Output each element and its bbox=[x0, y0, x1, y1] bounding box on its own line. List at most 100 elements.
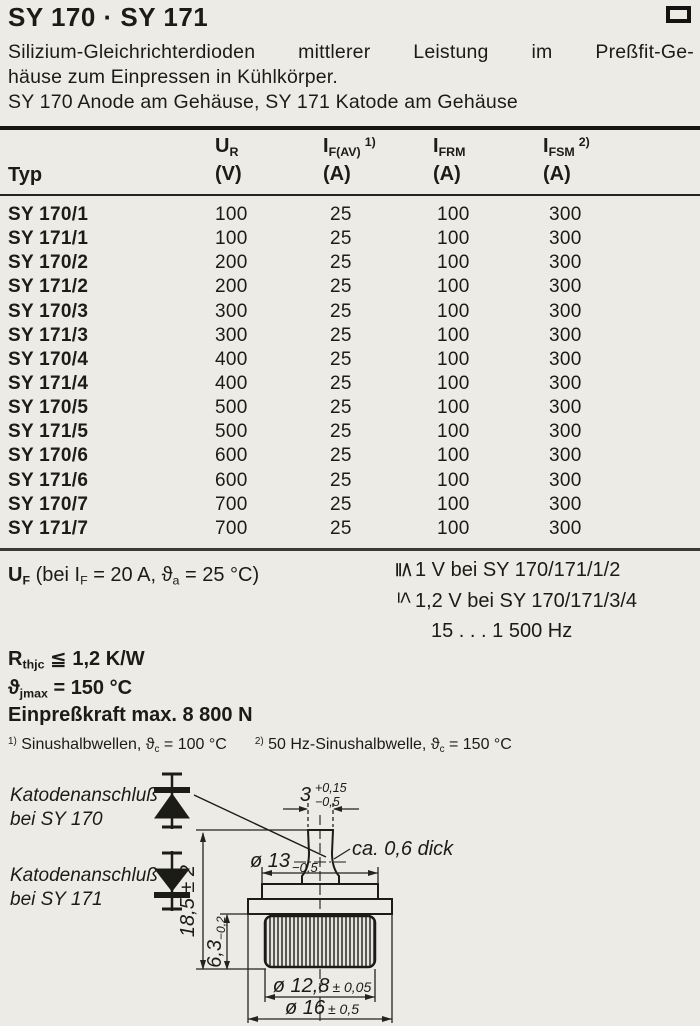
cell-ifrm: 100 bbox=[437, 276, 470, 298]
cell-ifrm: 100 bbox=[437, 324, 470, 346]
dim-flange-diameter: ø 16 ± 0,5 bbox=[285, 997, 359, 1019]
cell-ifrm: 100 bbox=[437, 421, 470, 443]
cell-typ: SY 170/4 bbox=[8, 348, 89, 370]
description-line: SY 170 Anode am Gehäuse, SY 171 Katode a… bbox=[8, 91, 518, 113]
cell-ifsm: 300 bbox=[549, 228, 582, 250]
limit-line: ≦1 V bei SY 170/171/1/2 bbox=[393, 556, 637, 587]
cell-ur: 600 bbox=[215, 469, 248, 491]
cell-ur: 400 bbox=[215, 348, 248, 370]
divider bbox=[0, 548, 700, 551]
table-row: SY 171/4 400 25 100 300 bbox=[0, 372, 700, 396]
cathode-label-sy171: bei SY 171 bbox=[10, 889, 103, 910]
cell-ifav: 25 bbox=[330, 252, 352, 274]
cell-ur: 400 bbox=[215, 373, 248, 395]
cell-typ: SY 170/1 bbox=[8, 204, 89, 226]
cell-typ: SY 171/1 bbox=[8, 228, 89, 250]
cell-ifav: 25 bbox=[330, 397, 352, 419]
dimension-lines bbox=[196, 803, 393, 1023]
cell-ifrm: 100 bbox=[437, 445, 470, 467]
cell-typ: SY 171/3 bbox=[8, 324, 89, 346]
flange bbox=[247, 898, 393, 915]
column-unit: (A) bbox=[543, 162, 571, 185]
cell-ifsm: 300 bbox=[549, 421, 582, 443]
dim-total-height: 18,5 ± 2 bbox=[177, 865, 199, 937]
cell-ifav: 25 bbox=[330, 204, 352, 226]
cathode-label-sy171: Katodenanschluß bbox=[10, 865, 158, 886]
cell-ur: 600 bbox=[215, 445, 248, 467]
cell-ifav: 25 bbox=[330, 324, 352, 346]
cell-ur: 500 bbox=[215, 397, 248, 419]
cell-ifsm: 300 bbox=[549, 204, 582, 226]
footnote-mark: 1) bbox=[8, 736, 17, 748]
press-fit-force-line: Einpreßkraft max. 8 800 N bbox=[8, 704, 253, 726]
cell-typ: SY 170/3 bbox=[8, 300, 89, 322]
column-header-ifav: IF(AV)1) (A) bbox=[323, 135, 376, 186]
column-symbol: IFRM bbox=[433, 135, 466, 159]
cell-ifav: 25 bbox=[330, 469, 352, 491]
dim-tab-width: 3 bbox=[300, 784, 311, 806]
footnotes: 1) Sinushalbwellen, ϑc = 100 °C 2) 50 Hz-… bbox=[8, 736, 512, 755]
column-unit: (A) bbox=[323, 162, 351, 185]
cell-ifrm: 100 bbox=[437, 397, 470, 419]
table-row: SY 171/1 100 25 100 300 bbox=[0, 227, 700, 251]
divider bbox=[0, 194, 700, 196]
table-row: SY 170/4 400 25 100 300 bbox=[0, 348, 700, 372]
cathode-label-sy170: Katodenanschluß bbox=[10, 785, 158, 806]
ratings-table: SY 170/1 100 25 100 300 SY 171/1 100 25 100 300 SY… bbox=[0, 203, 700, 541]
page-marker-icon bbox=[666, 6, 691, 23]
cell-ur: 100 bbox=[215, 228, 248, 250]
cell-typ: SY 171/5 bbox=[8, 421, 89, 443]
description-line: häuse zum Einpressen in Kühlkörper. bbox=[8, 66, 339, 88]
dim-tab-tol-minus: −0,5 bbox=[315, 795, 340, 809]
package-outline-drawing: Katodenanschluß bei SY 170 Katodenanschl… bbox=[10, 772, 454, 1023]
column-unit: (V) bbox=[215, 162, 242, 185]
table-row: SY 170/3 300 25 100 300 bbox=[0, 300, 700, 324]
column-symbol: UR bbox=[215, 135, 239, 159]
diode-symbol-sy170-icon bbox=[154, 772, 190, 829]
column-symbol: IF(AV)1) bbox=[323, 135, 376, 159]
dim-thickness: ca. 0,6 dick bbox=[352, 838, 454, 860]
cell-ifav: 25 bbox=[330, 300, 352, 322]
column-unit: (A) bbox=[433, 162, 461, 185]
cell-ifsm: 300 bbox=[549, 445, 582, 467]
cell-ur: 500 bbox=[215, 421, 248, 443]
table-header-typ: Typ bbox=[8, 164, 43, 186]
table-row: SY 171/3 300 25 100 300 bbox=[0, 324, 700, 348]
junction-temperature-line: ϑjmax = 150 °C bbox=[8, 677, 133, 701]
diode-symbol-sy171-icon bbox=[153, 851, 191, 911]
dim-knurl-diameter: ø 12,8 ± 0,05 bbox=[273, 975, 372, 997]
column-header-ur: UR (V) bbox=[215, 135, 242, 186]
leader-line bbox=[193, 794, 327, 858]
dim-knurl-height: 6,3−0,2 bbox=[204, 916, 228, 968]
cell-ifsm: 300 bbox=[549, 469, 582, 491]
cell-ifav: 25 bbox=[330, 445, 352, 467]
cell-typ: SY 171/2 bbox=[8, 276, 89, 298]
knurled-body bbox=[263, 914, 377, 969]
forward-voltage-condition: UF (bei IF = 20 A, ϑa = 25 °C) bbox=[8, 564, 260, 588]
description-line: Silizium-Gleichrichterdioden mittlerer L… bbox=[8, 41, 694, 63]
thermal-resistance-line: Rthjc ≦ 1,2 K/W bbox=[8, 648, 145, 672]
cell-ifrm: 100 bbox=[437, 517, 470, 539]
cell-ifav: 25 bbox=[330, 373, 352, 395]
table-row: SY 171/7 700 25 100 300 bbox=[0, 517, 700, 541]
cell-ifsm: 300 bbox=[549, 252, 582, 274]
column-symbol: IFSM2) bbox=[543, 135, 590, 159]
dim-top-diameter: ø 13 −0,5 bbox=[250, 850, 318, 875]
cell-ifsm: 300 bbox=[549, 493, 582, 515]
cell-ifrm: 100 bbox=[437, 228, 470, 250]
table-row: SY 170/7 700 25 100 300 bbox=[0, 493, 700, 517]
table-row: SY 170/2 200 25 100 300 bbox=[0, 251, 700, 275]
column-header-ifrm: IFRM (A) bbox=[433, 135, 469, 186]
table-row: SY 170/5 500 25 100 300 bbox=[0, 396, 700, 420]
cell-ur: 100 bbox=[215, 204, 248, 226]
cell-ifrm: 100 bbox=[437, 252, 470, 274]
divider bbox=[0, 126, 700, 130]
cell-ifsm: 300 bbox=[549, 517, 582, 539]
cell-ur: 300 bbox=[215, 300, 248, 322]
cell-ur: 700 bbox=[215, 493, 248, 515]
limit-line: ≤1,2 V bei SY 170/171/3/4 bbox=[393, 587, 637, 618]
cell-ifsm: 300 bbox=[549, 300, 582, 322]
cell-ifav: 25 bbox=[330, 276, 352, 298]
cell-ifav: 25 bbox=[330, 493, 352, 515]
